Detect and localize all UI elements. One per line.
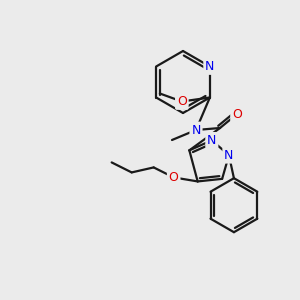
Text: N: N — [205, 60, 214, 73]
Text: N: N — [207, 134, 217, 147]
Text: O: O — [232, 107, 242, 121]
Text: O: O — [177, 95, 187, 108]
Text: N: N — [224, 149, 234, 162]
Text: N: N — [191, 124, 201, 136]
Text: O: O — [169, 171, 178, 184]
